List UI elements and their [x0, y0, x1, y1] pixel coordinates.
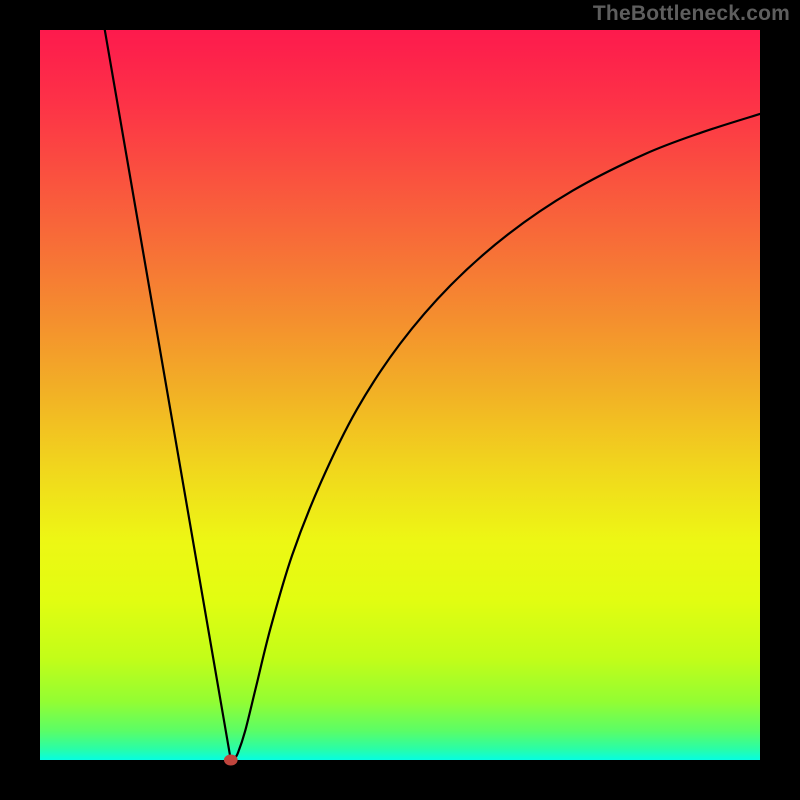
optimal-point-marker: [224, 755, 238, 766]
chart-stage: TheBottleneck.com: [0, 0, 800, 800]
bottleneck-chart-svg: [0, 0, 800, 800]
source-watermark: TheBottleneck.com: [593, 2, 790, 26]
plot-gradient-background: [40, 30, 760, 760]
